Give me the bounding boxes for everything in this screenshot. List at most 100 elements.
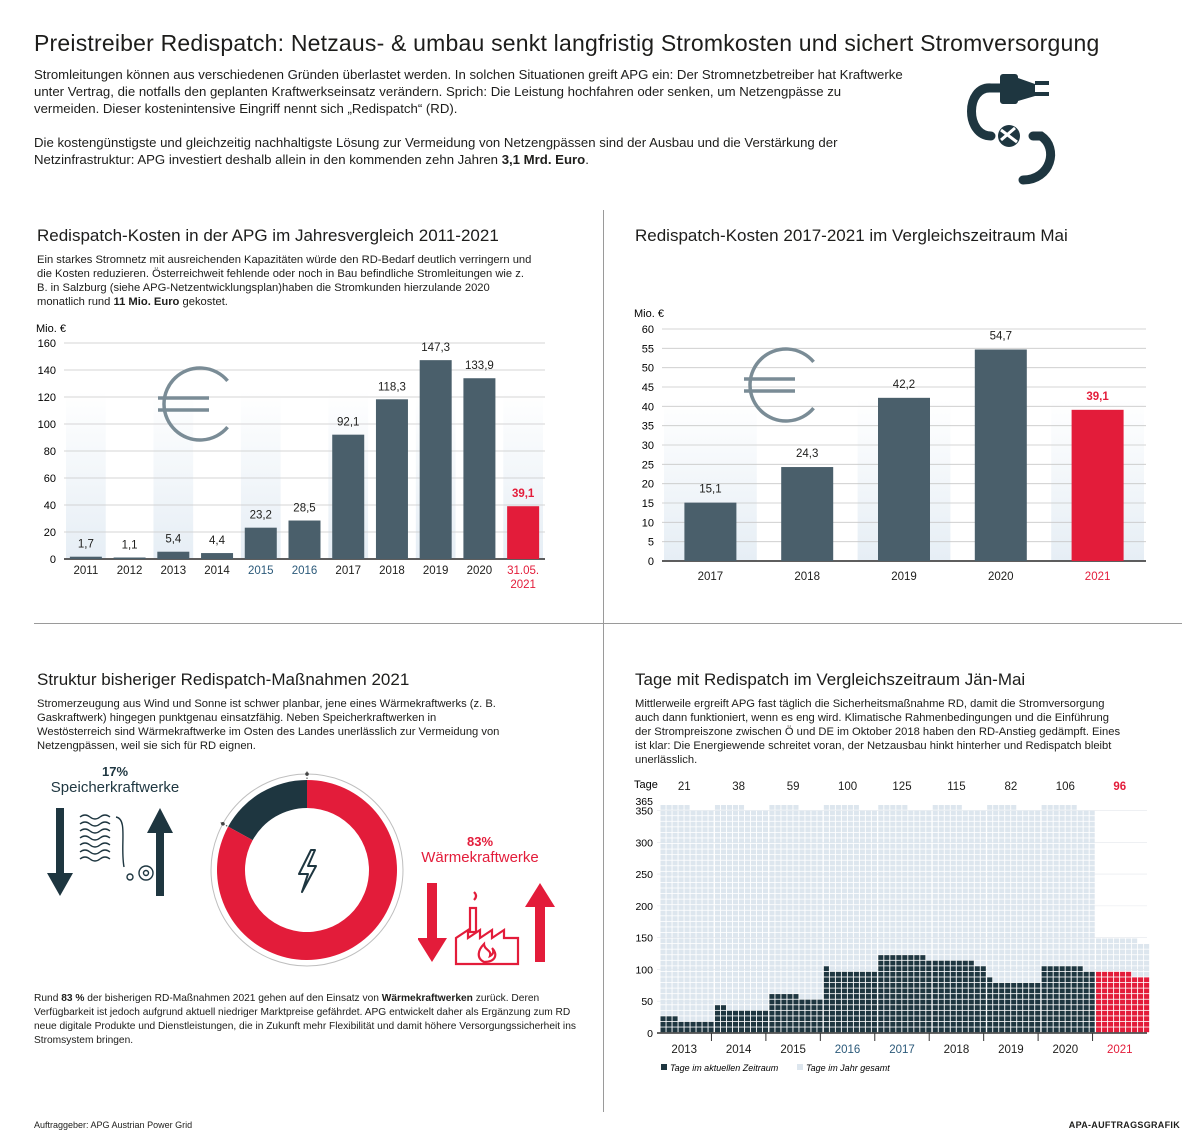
waffle-cell-total <box>890 932 896 938</box>
waffle-cell-total <box>823 821 829 827</box>
y-tick-label: 250 <box>635 869 653 881</box>
waffle-cell-total <box>1059 855 1065 860</box>
waffle-cell-total <box>750 927 757 933</box>
waffle-cell-total <box>993 960 999 966</box>
waffle-cell-total <box>896 938 902 944</box>
waffle-cell-current <box>1047 994 1053 999</box>
waffle-cell-total <box>732 810 739 816</box>
waffle-cell-total <box>1077 821 1083 827</box>
waffle-cell-total <box>847 905 853 910</box>
waffle-cell-total <box>817 938 823 944</box>
waffle-cell-total <box>884 866 890 871</box>
waffle-cell-total <box>811 871 817 877</box>
waffle-cell-total <box>805 949 811 955</box>
waffle-cell-total <box>1059 871 1065 877</box>
waffle-cell-total <box>756 866 763 871</box>
waffle-cell-total <box>684 927 690 933</box>
waffle-cell-total <box>1017 882 1023 888</box>
waffle-cell-total <box>738 988 745 994</box>
waffle-cell-total <box>1023 888 1029 894</box>
waffle-cell-total <box>817 871 823 877</box>
waffle-cell-total <box>1017 827 1023 833</box>
waffle-cell-total <box>871 966 877 972</box>
waffle-cell-current <box>1029 1027 1035 1033</box>
waffle-cell-total <box>787 866 793 871</box>
waffle-cell-total <box>714 994 721 999</box>
waffle-cell-current <box>1077 994 1083 999</box>
waffle-cell-current <box>1126 988 1132 994</box>
waffle-cell-total <box>968 921 974 927</box>
waffle-cell-current <box>938 977 944 983</box>
waffle-cell-total <box>756 1005 763 1010</box>
bar <box>419 360 452 559</box>
waffle-cell-total <box>714 849 721 855</box>
waffle-cell-current <box>1053 982 1059 988</box>
waffle-cell-total <box>950 805 956 810</box>
bar <box>507 506 540 559</box>
waffle-cell-total <box>775 827 781 833</box>
waffle-cell-current <box>1047 1010 1053 1016</box>
waffle-cell-total <box>781 955 787 960</box>
waffle-cell-total <box>926 932 932 938</box>
waffle-cell-total <box>926 949 932 955</box>
waffle-cell-current <box>805 1005 811 1010</box>
waffle-cell-current <box>1108 982 1114 988</box>
waffle-cell-total <box>684 821 690 827</box>
waffle-cell-current <box>720 1010 727 1016</box>
waffle-cell-total <box>732 843 739 849</box>
waffle-cell-total <box>1065 821 1071 827</box>
waffle-cell-total <box>684 899 690 905</box>
waffle-cell-total <box>1059 960 1065 966</box>
waffle-cell-total <box>829 821 835 827</box>
waffle-cell-total <box>1023 955 1029 960</box>
waffle-cell-total <box>999 893 1005 899</box>
waffle-cell-current <box>841 994 847 999</box>
waffle-cell-current <box>847 982 853 988</box>
waffle-cell-total <box>1011 966 1017 972</box>
bar-value-label: 42,2 <box>893 379 915 391</box>
waffle-cell-total <box>1059 816 1065 821</box>
waffle-cell-total <box>756 938 763 944</box>
waffle-cell-total <box>708 905 714 910</box>
waffle-cell-total <box>684 877 690 883</box>
waffle-cell-total <box>684 955 690 960</box>
waffle-cell-total <box>1023 966 1029 972</box>
waffle-cell-total <box>696 960 702 966</box>
waffle-cell-current <box>1011 999 1017 1005</box>
waffle-cell-total <box>1089 944 1095 949</box>
waffle-cell-total <box>1029 977 1035 983</box>
waffle-cell-total <box>696 921 702 927</box>
waffle-cell-total <box>781 971 787 977</box>
waffle-cell-total <box>1126 955 1132 960</box>
waffle-cell-total <box>672 994 678 999</box>
waffle-cell-current <box>805 1010 811 1016</box>
waffle-cell-total <box>781 960 787 966</box>
waffle-cell-total <box>805 821 811 827</box>
waffle-cell-current <box>690 1021 696 1027</box>
waffle-cell-current <box>1023 988 1029 994</box>
waffle-cell-total <box>666 921 672 927</box>
waffle-cell-total <box>1005 949 1011 955</box>
waffle-cell-total <box>853 888 859 894</box>
waffle-cell-total <box>714 949 721 955</box>
waffle-cell-current <box>696 1021 702 1027</box>
waffle-cell-current <box>672 1021 678 1027</box>
waffle-cell-current <box>865 999 871 1005</box>
waffle-cell-current <box>696 1027 702 1033</box>
waffle-cell-total <box>1047 960 1053 966</box>
waffle-cell-total <box>926 877 932 883</box>
waffle-cell-current <box>944 1005 950 1010</box>
waffle-cell-total <box>805 816 811 821</box>
waffle-cell-current <box>720 1016 727 1022</box>
waffle-cell-current <box>817 999 823 1005</box>
waffle-cell-total <box>672 932 678 938</box>
waffle-cell-total <box>690 893 696 899</box>
waffle-cell-total <box>908 843 914 849</box>
waffle-cell-total <box>799 921 805 927</box>
waffle-cell-total <box>896 893 902 899</box>
waffle-cell-total <box>1053 810 1059 816</box>
waffle-cell-current <box>1017 1016 1023 1022</box>
waffle-cell-total <box>684 949 690 955</box>
waffle-cell-total <box>1047 910 1053 916</box>
waffle-cell-total <box>956 855 962 860</box>
